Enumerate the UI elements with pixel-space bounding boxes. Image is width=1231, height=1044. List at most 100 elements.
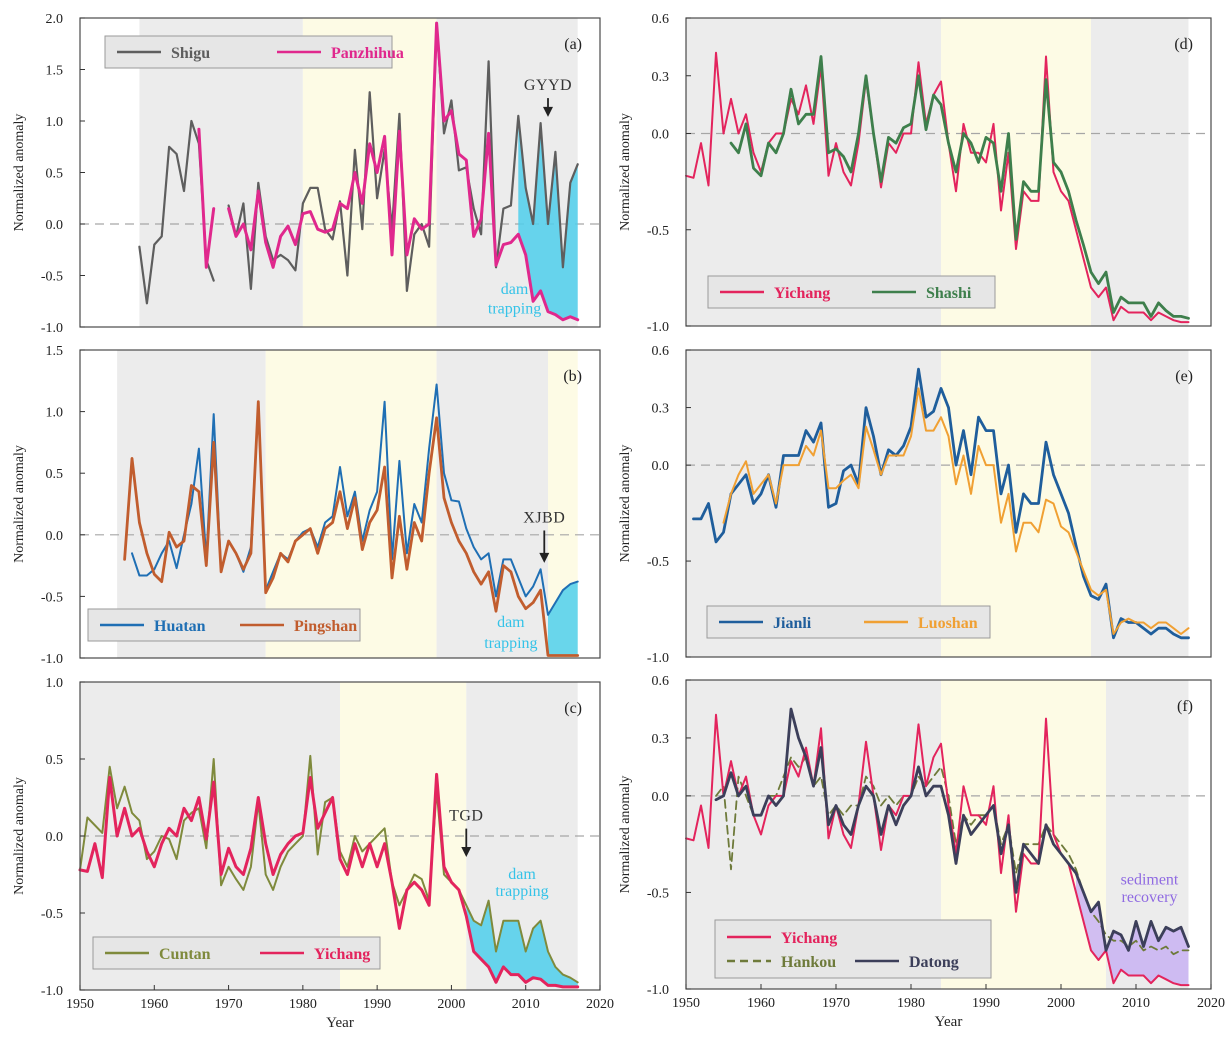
series-line-yichang bbox=[78, 772, 580, 989]
x-tick-label: 2000 bbox=[437, 997, 465, 1012]
y-tick-label: -1.0 bbox=[647, 651, 669, 666]
y-tick-label: 0.5 bbox=[46, 753, 64, 768]
y-tick-label: -0.5 bbox=[647, 886, 669, 901]
x-axis-title: Year bbox=[935, 1014, 963, 1030]
period-band-yellow bbox=[302, 18, 437, 327]
y-tick-label: 0.0 bbox=[46, 218, 64, 233]
annotation-label: recovery bbox=[1122, 889, 1178, 906]
legend-label: Huatan bbox=[154, 618, 206, 635]
panel-e: 0.6 0.3 0.0 -0.5 -1.0 Normalized anomaly (e) Ji… bbox=[618, 344, 1212, 666]
panel-label: (d) bbox=[1174, 36, 1193, 53]
x-tick-label: 2020 bbox=[1197, 996, 1225, 1011]
y-tick-label: 0.0 bbox=[652, 459, 670, 474]
series-line-luoshan bbox=[722, 387, 1190, 635]
x-tick-label: 1950 bbox=[672, 996, 700, 1011]
legend-label: Datong bbox=[909, 954, 959, 971]
annotation-label: trapping bbox=[484, 635, 537, 652]
x-tick-label: 1970 bbox=[215, 997, 243, 1012]
y-tick-label: 0.5 bbox=[46, 167, 64, 182]
x-tick-label: 1990 bbox=[972, 996, 1000, 1011]
dam-label: XJBD bbox=[523, 509, 565, 526]
y-tick-label: -0.5 bbox=[41, 270, 63, 285]
series-line-panzhihua bbox=[197, 127, 216, 269]
annotation-label: dam bbox=[497, 614, 525, 631]
plot-frame bbox=[685, 17, 1212, 327]
series-line-yichang bbox=[685, 51, 1190, 324]
x-tick-label: 1960 bbox=[140, 997, 168, 1012]
y-tick-label: 1.0 bbox=[46, 115, 64, 130]
y-tick-label: -1.0 bbox=[41, 984, 63, 999]
x-tick-label: 1980 bbox=[897, 996, 925, 1011]
panel-d: 0.6 0.3 0.0 -0.5 -1.0 Normalized anomaly (d) Yi… bbox=[618, 12, 1212, 335]
y-tick-label: 0.0 bbox=[46, 529, 64, 544]
y-axis-title: Normalized anomaly bbox=[12, 445, 27, 563]
plot-frame bbox=[685, 679, 1212, 990]
y-tick-label: 0.6 bbox=[652, 12, 670, 27]
dam-arrow-head bbox=[461, 847, 472, 858]
y-tick-label: 1.5 bbox=[46, 344, 64, 359]
x-tick-label: 1960 bbox=[747, 996, 775, 1011]
series-line-jianli bbox=[692, 367, 1190, 640]
period-band-yellow bbox=[941, 18, 1091, 326]
series-line-shashi bbox=[729, 55, 1190, 320]
x-tick-label: 2010 bbox=[512, 997, 540, 1012]
legend-label: Hankou bbox=[781, 954, 836, 971]
y-axis-title: Normalized anomaly bbox=[12, 114, 27, 232]
legend-label: Jianli bbox=[773, 615, 812, 632]
y-tick-label: 0.3 bbox=[652, 732, 670, 747]
legend-label: Yichang bbox=[314, 946, 370, 963]
x-tick-label: 2020 bbox=[586, 997, 614, 1012]
y-axis-title: Normalized anomaly bbox=[618, 113, 633, 231]
legend-label: Shashi bbox=[926, 285, 972, 302]
dam-label: GYYD bbox=[524, 77, 572, 94]
y-tick-label: -1.0 bbox=[41, 652, 63, 667]
period-band-grey bbox=[1091, 18, 1189, 326]
y-axis-title: Normalized anomaly bbox=[618, 445, 633, 563]
annotation-label: trapping bbox=[495, 883, 548, 900]
legend-box bbox=[714, 919, 992, 979]
panel-label: (f) bbox=[1177, 698, 1193, 715]
period-band-grey bbox=[1091, 350, 1189, 657]
x-tick-label: 1970 bbox=[822, 996, 850, 1011]
x-tick-label: 1990 bbox=[363, 997, 391, 1012]
y-tick-label: 1.0 bbox=[46, 406, 64, 421]
legend-label: Yichang bbox=[781, 930, 837, 947]
y-axis-title: Normalized anomaly bbox=[618, 776, 633, 894]
y-tick-label: -0.5 bbox=[647, 555, 669, 570]
legend-label: Panzhihua bbox=[331, 45, 404, 62]
x-tick-label: 2000 bbox=[1047, 996, 1075, 1011]
legend-label: Cuntan bbox=[159, 946, 211, 963]
dam-arrow-head bbox=[543, 106, 553, 117]
panel-f: 0.6 0.3 0.0 -0.5 -1.0 Normalized anomaly 1950 1… bbox=[618, 674, 1225, 1030]
series-line-pingshan bbox=[123, 400, 580, 657]
y-tick-label: 2.0 bbox=[46, 12, 64, 27]
y-tick-label: 0.3 bbox=[652, 402, 670, 417]
dam-label: TGD bbox=[449, 808, 483, 825]
panel-a: 2.0 1.5 1.0 0.5 0.0 -0.5 -1.0 Normalized anomal… bbox=[12, 12, 601, 336]
series-line-panzhihua bbox=[227, 21, 580, 322]
y-tick-label: -0.5 bbox=[41, 590, 63, 605]
y-tick-label: 1.5 bbox=[46, 64, 64, 79]
series-line-datong bbox=[714, 707, 1190, 952]
series-line-yichang bbox=[685, 713, 1190, 987]
panel-b: 1.5 1.0 0.5 0.0 -0.5 -1.0 Normalized anomaly (b… bbox=[12, 344, 601, 667]
fill-region bbox=[518, 115, 578, 320]
fill-region bbox=[548, 581, 578, 656]
x-tick-label: 1980 bbox=[289, 997, 317, 1012]
y-tick-label: 0.0 bbox=[652, 790, 670, 805]
fill-region bbox=[1076, 873, 1189, 986]
x-axis-title: Year bbox=[326, 1015, 354, 1031]
fill-region bbox=[466, 900, 578, 987]
annotation-label: dam bbox=[501, 281, 529, 298]
legend-label: Yichang bbox=[774, 285, 830, 302]
y-axis-title: Normalized anomaly bbox=[12, 777, 27, 895]
panel-label: (c) bbox=[564, 700, 582, 717]
dam-arrow-head bbox=[539, 552, 550, 563]
y-tick-label: -0.5 bbox=[41, 907, 63, 922]
legend-label: Luoshan bbox=[918, 615, 978, 632]
legend-label: Pingshan bbox=[294, 618, 357, 635]
panel-label: (e) bbox=[1175, 368, 1193, 385]
y-tick-label: 0.0 bbox=[652, 128, 670, 143]
plot-frame bbox=[685, 349, 1212, 658]
